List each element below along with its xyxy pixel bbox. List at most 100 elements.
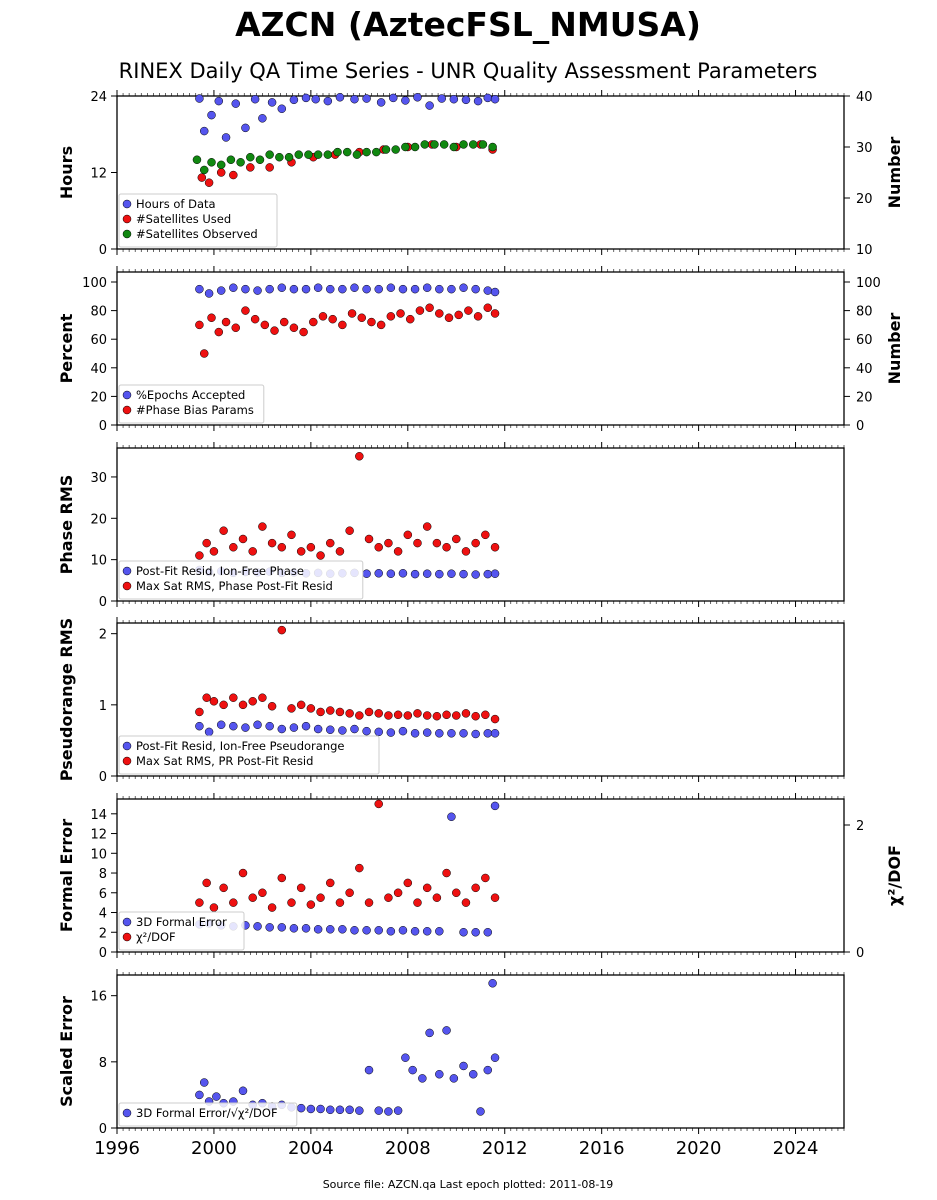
panel-3-series-2-point — [403, 530, 413, 540]
panel-2-series-2-point — [435, 309, 444, 318]
panel-1-series-1-point — [473, 96, 483, 106]
panel-5-series-1-point — [289, 924, 299, 933]
panel-4-series-2-point — [393, 710, 403, 720]
panel-2-series-1-point — [459, 283, 468, 292]
panel-1-series-3-point — [275, 152, 284, 162]
panel-1-series-2-point — [229, 170, 238, 180]
panel-4-series-1-point — [277, 724, 287, 734]
panel-4-series-1-point — [301, 721, 311, 731]
panel-5-series-1-point — [326, 925, 335, 934]
panel-5-series-2-point — [248, 893, 257, 902]
panel-4-series-2-point — [345, 709, 354, 718]
panel-4-series-1-point — [490, 729, 500, 738]
panel-1-series-3-point — [420, 140, 430, 149]
panel-2-series-1-point — [277, 283, 287, 292]
panel-5-series-2-point — [471, 883, 480, 893]
panel-2-y2-tick-label: 80 — [856, 305, 873, 320]
panel-3-series-1-point — [422, 569, 432, 578]
panel-3-series-1-point — [410, 569, 420, 579]
panel-1-series-1-point — [258, 114, 267, 123]
panel-3-legend-marker — [122, 566, 132, 576]
panel-4-series-2-point — [422, 711, 432, 720]
panel-3-series-2-point — [413, 538, 422, 548]
panel-2-series-2-point — [347, 309, 357, 318]
panel-4-series-1-point — [313, 724, 323, 734]
panel-1-legend-marker — [122, 199, 132, 209]
panel-1-legend-marker — [122, 229, 132, 239]
panel-1-series-3-point — [207, 158, 216, 167]
panel-6-series-1-point — [488, 979, 497, 988]
panel-1-series-1-point — [323, 96, 333, 106]
panel-4-series-2-point — [481, 710, 490, 720]
panel-6-series-1-point — [393, 1106, 403, 1115]
panel-5-y-tick-label: 2 — [99, 926, 107, 941]
panel-1-series-1-point — [490, 94, 500, 104]
panel-5-y-tick-label: 14 — [90, 808, 107, 823]
panel-3-series-1-point — [447, 569, 456, 578]
x-tick-label: 2024 — [773, 1138, 819, 1159]
panel-1-legend-label: Hours of Data — [136, 197, 216, 211]
panel-3-y-tick-label: 20 — [90, 512, 107, 527]
panel-5-y-tick-label: 4 — [99, 907, 107, 922]
panel-5-series-2-point — [195, 898, 204, 907]
panel-2-series-2-point — [490, 309, 500, 318]
panel-4-series-1-point — [216, 720, 226, 730]
panel-5-series-2-point — [345, 888, 354, 898]
panel-3-legend-label: Post-Fit Resid, Ion-Free Phase — [136, 564, 304, 578]
panel-2-series-2-point — [250, 314, 260, 324]
panel-4-series-1-point — [265, 721, 274, 731]
panel-4-series-1-point — [483, 729, 493, 738]
panel-5-y-tick-label: 12 — [90, 828, 107, 843]
panel-4-series-2-point — [238, 700, 248, 710]
panel-1-series-1-point — [221, 133, 231, 142]
panel-4-series-2-point — [326, 706, 335, 715]
panel-5-series-1-point — [447, 812, 456, 822]
panel-5-series-1-point — [422, 927, 432, 936]
panel-4-series-2-point — [471, 711, 480, 721]
panel-3-series-2-point — [248, 547, 257, 556]
panel-1-series-3-point — [216, 160, 226, 170]
panel-5-series-2-point — [452, 888, 461, 898]
panel-1-series-3-point — [478, 140, 488, 149]
panel-2-series-2-point — [415, 306, 425, 315]
panel-5-series-2-point — [374, 799, 383, 809]
panel-2-y-tick-label: 80 — [90, 305, 107, 320]
panel-5-series-1-point — [277, 923, 287, 932]
panel-2-series-1-point — [362, 284, 371, 294]
panel-5-y-tick-label: 8 — [99, 867, 107, 882]
panel-1-legend-label: #Satellites Observed — [136, 227, 258, 241]
panel-5-legend-label: χ²/DOF — [136, 930, 176, 944]
panel-4-series-2-point — [229, 693, 238, 702]
panel-6-series-1-point — [425, 1028, 434, 1038]
panel-2-series-2-point — [214, 327, 224, 337]
panel-6-y-tick-label: 16 — [90, 990, 107, 1005]
panel-2-legend-marker — [122, 405, 132, 415]
panel-5-series-2-point — [238, 868, 248, 878]
panel-3-series-2-point — [355, 452, 364, 461]
panel-5-series-1-point — [313, 925, 323, 934]
panel-5-legend-label: 3D Formal Error — [136, 915, 227, 929]
panel-2-legend-marker — [122, 390, 132, 400]
panel-2-series-1-point — [229, 283, 238, 292]
panel-2-series-1-point — [326, 284, 335, 294]
panel-1-series-3-point — [430, 140, 439, 149]
panel-2-series-1-point — [483, 286, 493, 295]
panel-1-series-1-point — [277, 104, 287, 113]
panel-2-y-tick-label: 60 — [90, 333, 107, 348]
panel-2-series-1-point — [313, 283, 323, 292]
panel-2-legend-label: #Phase Bias Params — [136, 403, 254, 417]
panel-2-series-2-point — [473, 312, 483, 321]
panel-1-legend-box — [118, 193, 278, 248]
panel-3-series-2-point — [364, 534, 374, 544]
panel-2-series-2-point — [299, 327, 308, 337]
panel-5-series-1-point — [386, 927, 396, 936]
panel-4-series-2-point — [442, 710, 451, 720]
panel-6-legend-box — [118, 1102, 298, 1127]
panel-1-series-3-point — [468, 140, 478, 149]
panel-3-series-2-point — [209, 547, 219, 556]
panel-1-series-3-point — [362, 147, 371, 157]
panel-3-y-label: Phase RMS — [57, 475, 76, 575]
panel-6-series-1-point — [364, 1065, 374, 1075]
panel-3-series-2-point — [374, 542, 383, 552]
panel-3-series-1-point — [483, 569, 493, 579]
